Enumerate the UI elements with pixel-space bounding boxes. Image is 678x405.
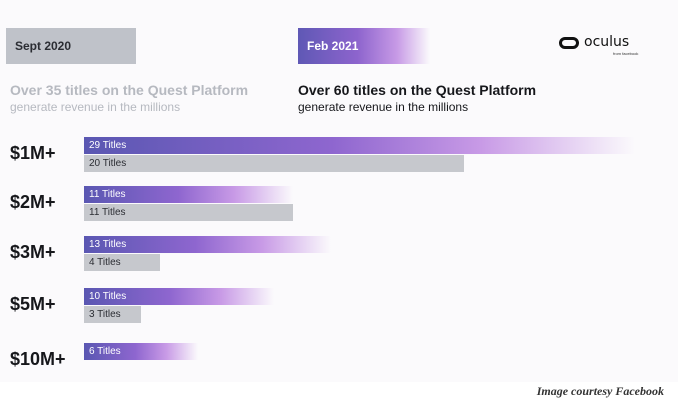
feb-2021-header-tag: Feb 2021 — [298, 28, 430, 64]
category-label-1m: $1M+ — [10, 143, 56, 163]
bar-feb-2021-1m: 29 Titles — [84, 137, 635, 154]
sept-2020-headline: Over 35 titles on the Quest Platform — [10, 82, 249, 98]
bar-feb-2021-5m: 10 Titles — [84, 288, 274, 305]
chart-slide: Sept 2020 Feb 2021 oculus from facebook … — [6, 28, 647, 369]
bar-feb-2021-3m: 13 Titles — [84, 236, 331, 253]
sept-2020-subline: generate revenue in the millions — [10, 100, 181, 114]
image-credit: Image courtesy Facebook — [536, 384, 664, 398]
bar-sept-2020-2m: 11 Titles — [84, 204, 293, 221]
bar-feb-2021-2m: 11 Titles — [84, 186, 293, 203]
bar-sept-2020-5m: 3 Titles — [84, 306, 141, 323]
oculus-logo-subtext: from facebook — [613, 51, 639, 56]
bar-sept-2020-1m: 20 Titles — [84, 155, 464, 172]
category-label-3m: $3M+ — [10, 242, 56, 262]
oculus-logo: oculus from facebook — [557, 34, 647, 60]
sept-2020-header-tag: Sept 2020 — [6, 28, 136, 64]
feb-2021-subline: generate revenue in the millions — [298, 100, 469, 114]
oculus-ring-icon — [559, 37, 579, 49]
category-label-10m: $10M+ — [10, 349, 66, 369]
category-label-2m: $2M+ — [10, 192, 56, 212]
bar-sept-2020-3m: 4 Titles — [84, 254, 160, 271]
feb-2021-headline: Over 60 titles on the Quest Platform — [298, 82, 537, 98]
bar-feb-2021-10m: 6 Titles — [84, 343, 198, 360]
category-label-5m: $5M+ — [10, 294, 56, 314]
oculus-logo-text: oculus — [584, 34, 630, 50]
